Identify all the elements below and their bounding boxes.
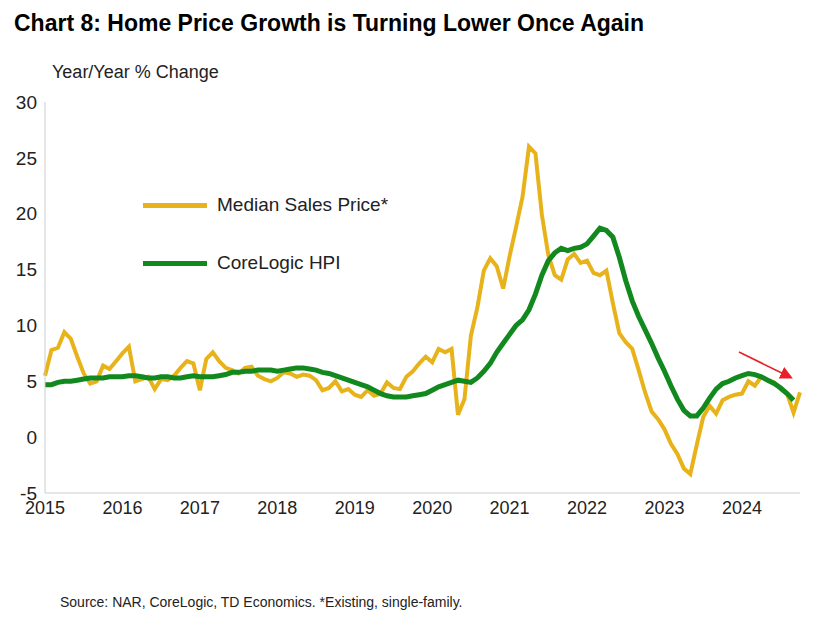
html-text:Median Sales Price*: Median Sales Price* bbox=[217, 194, 389, 215]
svg-text:5: 5 bbox=[26, 371, 37, 392]
svg-text:2023: 2023 bbox=[644, 498, 684, 518]
svg-text:20: 20 bbox=[16, 203, 37, 224]
svg-text:2020: 2020 bbox=[412, 498, 452, 518]
svg-text:2017: 2017 bbox=[180, 498, 220, 518]
html-text:Source: NAR, CoreLogic, TD Eco: Source: NAR, CoreLogic, TD Economics. *E… bbox=[60, 594, 463, 610]
svg-text:0: 0 bbox=[26, 427, 37, 448]
svg-text:2016: 2016 bbox=[102, 498, 142, 518]
svg-text:10: 10 bbox=[16, 315, 37, 336]
svg-text:2018: 2018 bbox=[257, 498, 297, 518]
svg-text:30: 30 bbox=[16, 92, 37, 113]
svg-text:2015: 2015 bbox=[25, 497, 65, 518]
svg-text:2022: 2022 bbox=[567, 498, 607, 518]
svg-text:25: 25 bbox=[16, 148, 37, 169]
svg-text:15: 15 bbox=[16, 259, 37, 280]
svg-text:2021: 2021 bbox=[490, 498, 530, 518]
html-text:Chart 8: Home Price Growth is: Chart 8: Home Price Growth is Turning Lo… bbox=[14, 10, 644, 36]
svg-text:2019: 2019 bbox=[335, 498, 375, 518]
html-text:CoreLogic HPI: CoreLogic HPI bbox=[217, 252, 341, 273]
svg-text:-5: -5 bbox=[20, 483, 37, 504]
svg-text:2024: 2024 bbox=[722, 498, 762, 518]
html-text:Year/Year % Change: Year/Year % Change bbox=[52, 62, 219, 82]
